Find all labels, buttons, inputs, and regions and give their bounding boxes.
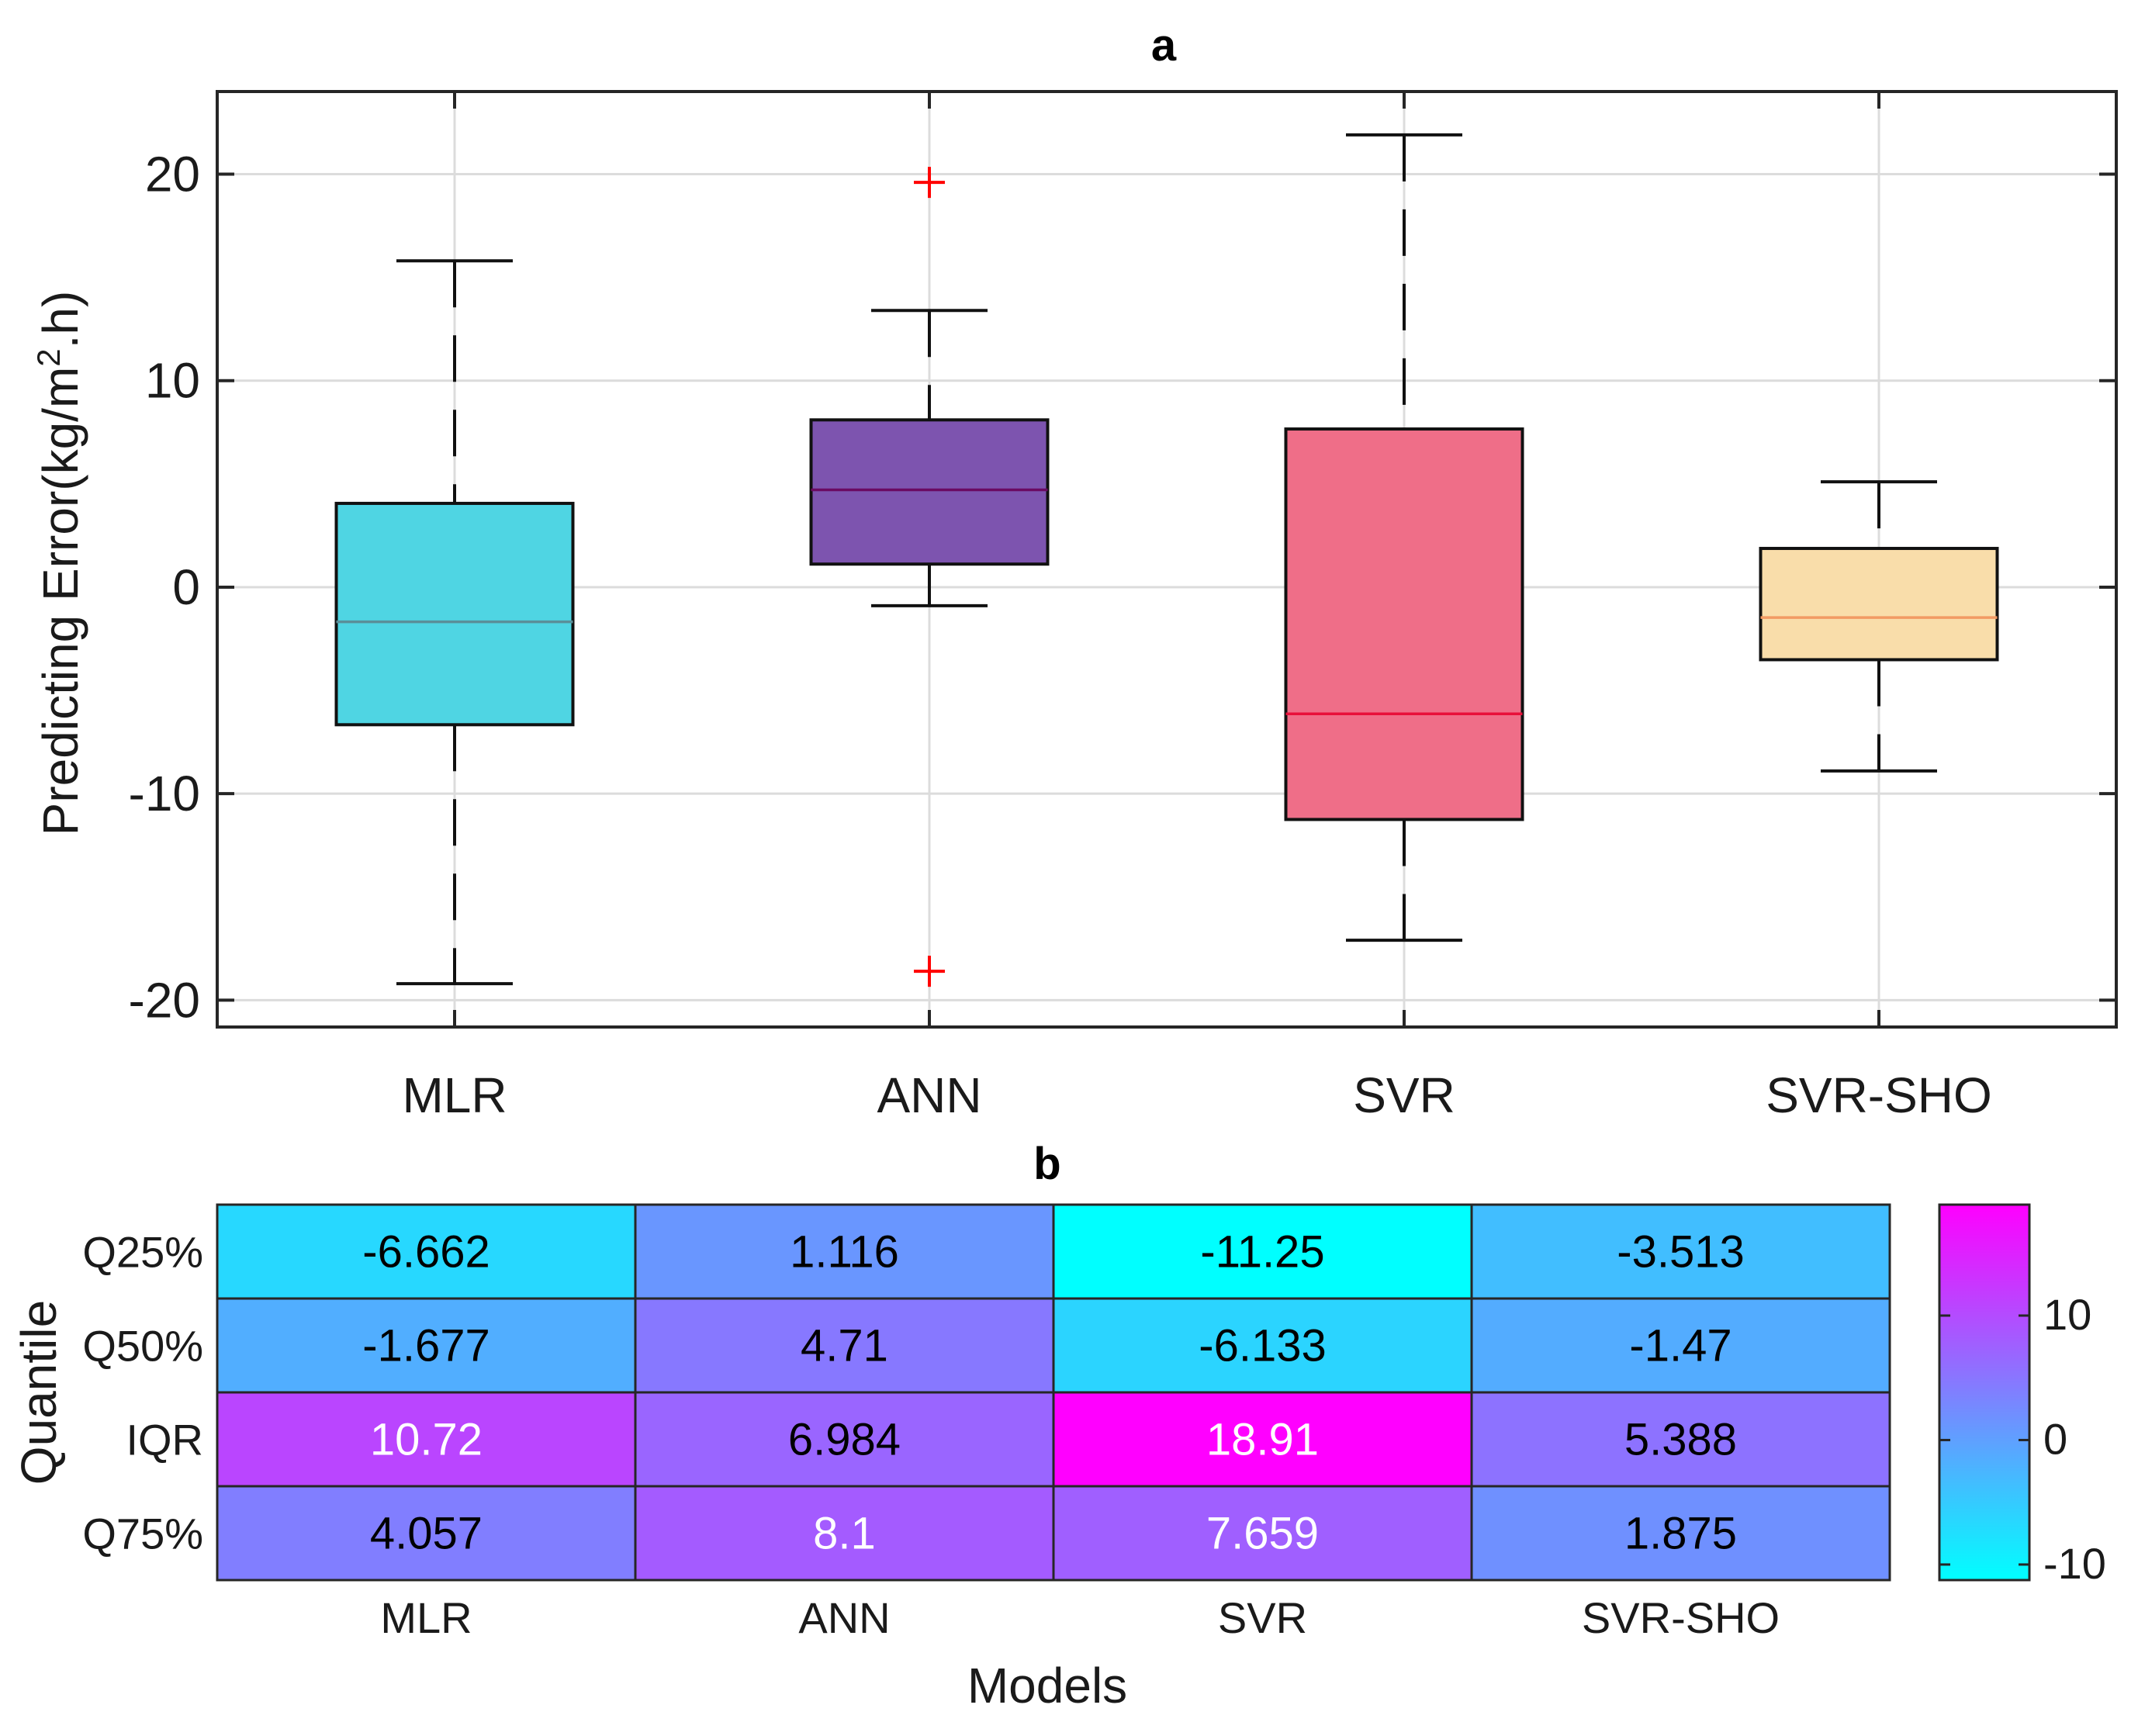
boxplot-title: a [1151,20,1177,71]
heatmap-cell-label: 18.91 [1206,1415,1319,1465]
heatmap-title: b [1033,1139,1060,1189]
heatmap-column-label: SVR [1218,1593,1307,1642]
heatmap-cell-label: 7.659 [1206,1509,1319,1559]
heatmap-cell [216,1485,637,1582]
heatmap-column-labels: MLR ANN SVR SVR-SHO [380,1593,1780,1642]
boxplot-x-ticks: MLR ANN SVR SVR-SHO [402,92,1992,1123]
boxplot-axes-frame [216,90,2118,1029]
heatmap-cell-label: -6.133 [1199,1321,1326,1371]
heatmap-cell-label: -1.47 [1629,1321,1732,1371]
heatmap-x-axis-label: Models [967,1658,1127,1714]
box-ann [809,167,1050,987]
heatmap-row-label: IQR [126,1416,203,1465]
colorbar-ticks: -10 0 10 [1939,1290,2106,1588]
y-tick-label: -20 [129,972,201,1028]
x-tick-label: MLR [402,1067,507,1123]
heatmap-cell [1470,1485,1891,1582]
heatmap-row-label: Q75% [82,1509,203,1558]
boxplot-y-ticks: -20 -10 0 10 20 [129,146,2116,1028]
heatmap-column-label: MLR [380,1593,472,1642]
y-label-tail: .h) [33,291,88,349]
heatmap-cell-label: 5.388 [1624,1415,1737,1465]
boxplot-y-axis-label: Predicting Error(kg/m2.h) [30,291,89,836]
heatmap-cell-label: 8.1 [813,1509,876,1559]
heatmap-cell-label: 4.71 [801,1321,888,1371]
box-svr-sho [1759,480,1999,773]
heatmap-column-label: SVR-SHO [1582,1593,1780,1642]
heatmap-cell-label: 1.875 [1624,1509,1737,1559]
heatmap-cell-label: -6.662 [362,1227,490,1278]
heatmap-cell [1470,1203,1891,1300]
heatmap-cell [634,1391,1055,1488]
y-label-main: Predicting Error(kg/m [33,367,88,836]
heatmap-cell [634,1203,1055,1300]
heatmap-y-axis-label: Quantile [11,1300,67,1485]
heatmap-cell [1052,1203,1473,1300]
heatmap-cell-label: 10.72 [370,1415,483,1465]
y-tick-label: -10 [129,766,201,821]
colorbar-tick-label: 10 [2043,1290,2091,1339]
heatmap-cell [634,1297,1055,1394]
heatmap-panel: b -6.662 1.116 -11.25 -3.513 -1.677 4.71 -6.13… [11,1139,2106,1714]
heatmap-cells: -6.662 1.116 -11.25 -3.513 -1.677 4.71 -6.133 -… [216,1203,1891,1582]
heatmap-cell-label: 6.984 [788,1415,901,1465]
heatmap-cell-label: 4.057 [370,1509,483,1559]
heatmap-cell [1470,1391,1891,1488]
heatmap-cell-label: 1.116 [790,1227,899,1278]
outlier-marker [914,956,945,987]
x-tick-label: ANN [877,1067,981,1123]
box-iqr [1759,547,1999,662]
heatmap-cell [1052,1485,1473,1582]
box-iqr [1284,427,1524,821]
heatmap-cell [1470,1297,1891,1394]
heatmap-row-label: Q25% [82,1228,203,1277]
x-tick-label: SVR [1353,1067,1455,1123]
heatmap-column-label: ANN [798,1593,890,1642]
heatmap-cell-label: -3.513 [1617,1227,1744,1278]
heatmap-row-label: Q50% [82,1322,203,1371]
outlier-marker [914,167,945,199]
heatmap-cell-label: -1.677 [362,1321,490,1371]
y-tick-label: 0 [172,559,200,615]
box-mlr [334,259,575,986]
boxplot-boxes [334,133,1999,987]
colorbar-tick-label: 0 [2043,1414,2067,1463]
box-svr [1284,133,1524,942]
y-label-superscript: 2 [30,348,67,366]
heatmap-row-labels: Q25% Q50% IQR Q75% [82,1228,203,1558]
box-iqr [809,418,1050,566]
colorbar-tick-label: -10 [2043,1539,2106,1588]
x-tick-label: SVR-SHO [1766,1067,1992,1123]
heatmap-cell-label: -11.25 [1200,1227,1324,1278]
colorbar [1938,1203,2031,1582]
y-tick-label: 10 [145,353,200,409]
box-iqr [334,501,575,727]
y-tick-label: 20 [145,146,200,202]
boxplot-panel: a -20 -10 0 10 20 MLR ANN SVR SVR-SHO Predictin… [30,20,2118,1123]
